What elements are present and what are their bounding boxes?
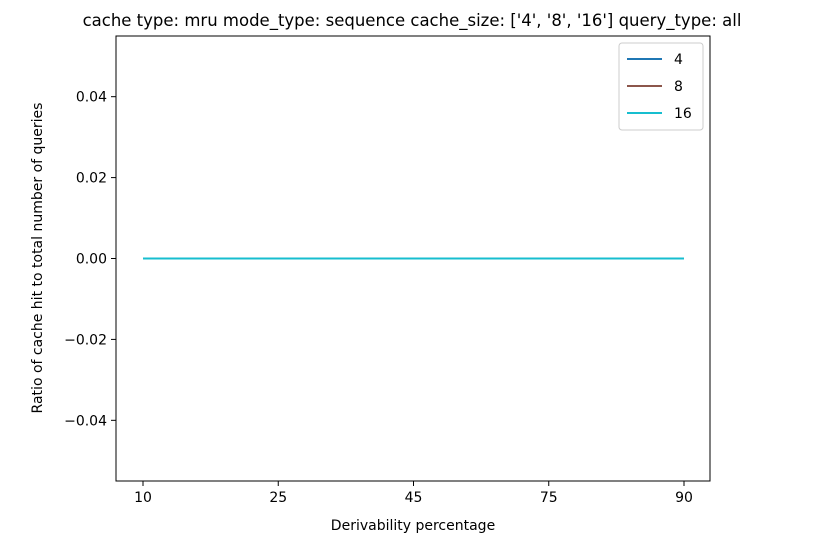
chart-title: cache type: mru mode_type: sequence cach…: [83, 11, 742, 31]
legend-label: 16: [674, 106, 692, 122]
y-tick-label: 0.00: [76, 252, 107, 268]
y-tick-label: −0.02: [64, 332, 107, 348]
y-axis: −0.04 −0.02 0.00 0.02 0.04: [64, 90, 116, 429]
y-tick-label: 0.02: [76, 171, 107, 187]
x-tick-label: 10: [134, 490, 152, 506]
y-tick-label: −0.04: [64, 413, 107, 429]
x-tick-label: 25: [269, 490, 287, 506]
y-tick-label: 0.04: [76, 90, 107, 106]
x-tick-label: 90: [675, 490, 693, 506]
x-axis: 10 25 45 75 90: [134, 481, 693, 506]
x-tick-label: 75: [540, 490, 558, 506]
legend-label: 8: [674, 79, 683, 95]
x-tick-label: 45: [405, 490, 423, 506]
y-axis-label: Ratio of cache hit to total number of qu…: [30, 103, 46, 414]
legend-label: 4: [674, 52, 683, 68]
legend: 4 8 16: [618, 42, 704, 131]
x-axis-label: Derivability percentage: [331, 518, 495, 534]
